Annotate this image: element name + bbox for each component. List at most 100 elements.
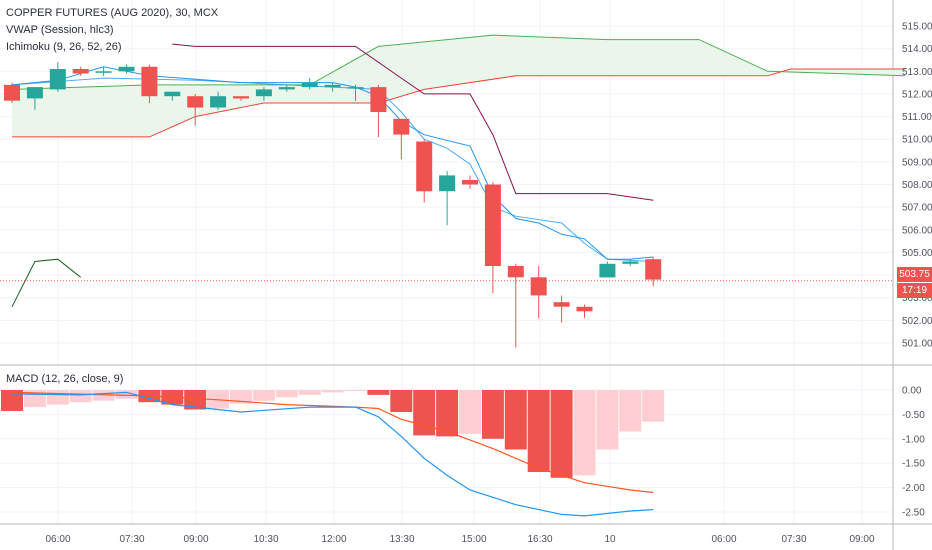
ichimoku-span-b [12, 68, 906, 138]
vwap-legend[interactable]: VWAP (Session, hlc3) [6, 24, 114, 36]
histogram-bar [115, 390, 138, 399]
time-tick-label: 10 [604, 534, 616, 545]
candle-body [645, 259, 662, 280]
time-tick-label: 06:00 [45, 534, 70, 545]
price-tick-label: 503.00 [902, 293, 932, 304]
ichimoku-kijun [172, 43, 654, 201]
candle [233, 96, 249, 101]
candle-body [576, 306, 593, 312]
histogram-bar [321, 390, 344, 393]
price-axis-labels: 501.00502.00503.00504.00505.00506.00507.… [902, 22, 932, 350]
candle [72, 66, 89, 76]
price-tick-label: 509.00 [902, 157, 932, 168]
ichimoku-span-a [11, 34, 906, 90]
price-tick-label: 505.00 [902, 248, 932, 259]
candle [49, 62, 66, 92]
candle-body [255, 89, 272, 97]
candle [462, 175, 478, 190]
signal-line [11, 391, 654, 494]
price-tick-label: 512.00 [902, 89, 932, 100]
candle [210, 91, 227, 110]
candle-body [49, 69, 66, 90]
candle [393, 118, 410, 160]
price-legend: COPPER FUTURES (AUG 2020), 30, MCX VWAP … [6, 5, 218, 56]
candle [484, 182, 501, 294]
candle [645, 256, 662, 287]
macd-tick-label: -2.00 [902, 483, 925, 494]
histogram-bar [46, 390, 69, 405]
vwap-line [11, 77, 654, 262]
price-tick-label: 507.00 [902, 203, 932, 214]
candle [95, 66, 112, 76]
candles [4, 62, 662, 348]
candle [4, 82, 20, 103]
candle-body [4, 84, 20, 101]
candle-body [370, 87, 387, 112]
histogram-bar [367, 390, 390, 395]
price-tick-label: 515.00 [902, 22, 932, 33]
histogram-bar [413, 390, 436, 436]
macd-tick-label: -1.00 [902, 434, 925, 445]
candle-body [324, 84, 341, 88]
candle [599, 261, 616, 278]
macd-tick-label: -1.50 [902, 459, 925, 470]
price-tick-label: 501.00 [902, 339, 932, 350]
candle-body [233, 96, 249, 99]
countdown-tag: 17:19 [897, 283, 932, 298]
candle [576, 304, 593, 319]
candle [530, 266, 547, 319]
time-tick-label: 12:00 [321, 534, 346, 545]
candle [278, 84, 295, 92]
candle-body [462, 180, 478, 185]
time-axis-labels: 06:00 07:30 09:00 10:30 12:00 13:30 15:00 16:30… [45, 534, 874, 545]
time-tick-label: 07:30 [119, 534, 144, 545]
candle [507, 263, 524, 348]
candle-body [118, 66, 135, 72]
candle-body [484, 184, 501, 266]
candle-body [141, 66, 158, 97]
histogram-bar [275, 390, 298, 398]
candle-body [164, 91, 181, 97]
time-tick-label: 09:00 [849, 534, 874, 545]
candle-body [187, 96, 204, 108]
price-tick-label: 508.00 [902, 180, 932, 191]
last-price-tag: 503.75 [897, 267, 932, 282]
candle-body [347, 87, 364, 89]
histogram-bar [459, 390, 481, 434]
candle [164, 91, 181, 101]
macd-tick-label: -2.50 [902, 508, 925, 519]
candle-body [95, 71, 112, 73]
time-tick-label: 06:00 [711, 534, 736, 545]
macd-legend[interactable]: MACD (12, 26, close, 9) [6, 373, 124, 385]
histogram-bar [184, 390, 207, 410]
time-tick-label: 15:00 [461, 534, 486, 545]
histogram-bar [230, 390, 252, 404]
ichimoku-legend[interactable]: Ichimoku (9, 26, 52, 26) [6, 41, 122, 53]
histogram-bar [596, 390, 619, 450]
candle-body [393, 118, 410, 135]
histogram-bar [642, 390, 665, 422]
histogram-bar [252, 390, 275, 401]
price-tick-label: 510.00 [902, 135, 932, 146]
time-tick-label: 10:30 [253, 534, 278, 545]
time-tick-label: 13:30 [389, 534, 414, 545]
candle [622, 259, 639, 267]
histogram-bar [481, 390, 504, 439]
candle [255, 87, 272, 101]
candle [26, 87, 43, 110]
price-tick-label: 513.00 [902, 67, 932, 78]
candle-body [599, 263, 616, 278]
time-tick-label: 09:00 [183, 534, 208, 545]
histogram-bar [527, 390, 550, 472]
candle [553, 295, 570, 323]
macd-legend-box: MACD (12, 26, close, 9) [6, 371, 123, 388]
histogram-bar [436, 390, 459, 437]
candle-body [530, 277, 547, 296]
macd-tick-label: 0.00 [902, 386, 922, 397]
candle-body [622, 261, 639, 264]
candle-body [301, 82, 318, 88]
macd-tick-label: -0.50 [902, 410, 925, 421]
price-tick-label: 506.00 [902, 225, 932, 236]
histogram-bar [390, 390, 413, 412]
